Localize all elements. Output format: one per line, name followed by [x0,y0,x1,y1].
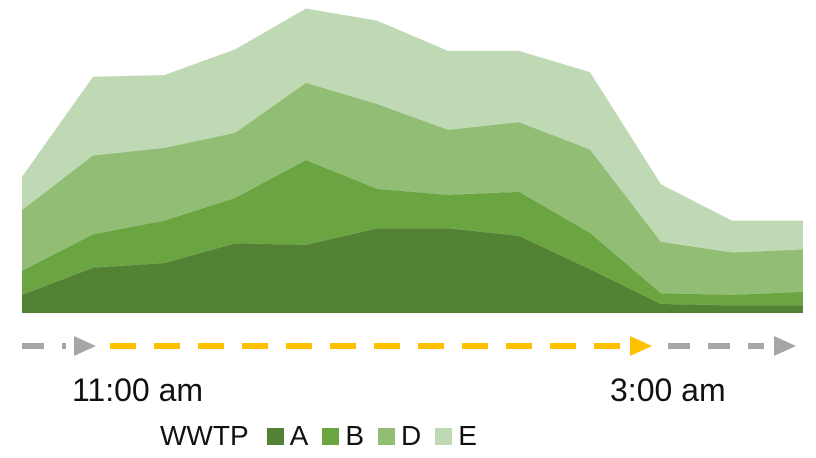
timeline-end-label: 3:00 am [610,372,726,408]
area-series-b [22,160,803,306]
legend-swatch-a [266,427,284,445]
legend-title: WWTP [160,420,249,451]
legend-item-a: A [266,420,309,451]
legend-item-b: B [322,422,364,450]
area-series-group [22,8,803,313]
timeline-highlight-arrowhead [630,336,652,356]
legend-label-e: E [458,420,477,451]
legend-item-d: D [378,422,421,450]
timeline-arrow [22,336,796,356]
legend-label-a: A [289,420,309,451]
area-series-e [22,8,803,253]
legend-swatch-d [378,427,396,445]
legend: WWTP A B D E [160,422,491,450]
legend-label-b: B [345,420,365,451]
area-series-a [22,228,803,313]
legend-label-d: D [401,420,422,451]
legend-swatch-e [435,427,453,445]
timeline-gray-arrowhead-right [774,336,796,356]
area-series-d [22,82,803,295]
legend-swatch-b [322,427,340,445]
timeline-gray-arrowhead-left [74,336,96,356]
legend-item-e: E [435,422,477,450]
stacked-area-chart [22,8,803,356]
timeline-start-label: 11:00 am [72,372,204,408]
